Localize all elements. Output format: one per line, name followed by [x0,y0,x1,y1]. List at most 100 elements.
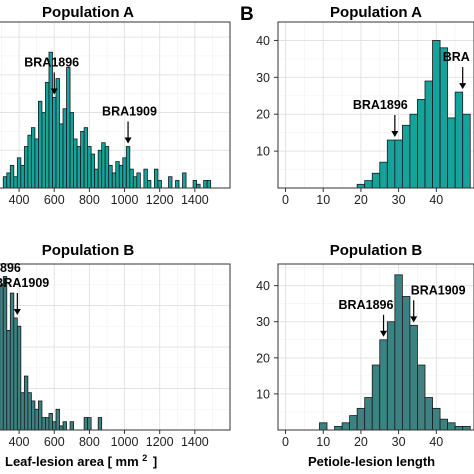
histogram-bar [2,276,8,430]
plot-area [0,264,230,430]
annotation-label: BRA1896 [24,55,79,69]
histogram-bar [23,146,29,188]
histogram-bar [83,127,89,188]
histogram-bar [439,47,449,188]
x-tick-label: 1400 [181,193,209,207]
histogram-bar [16,325,22,430]
histogram-bar [87,146,92,188]
histogram-bar [203,180,208,188]
panel-title: Population A [42,4,134,21]
histogram-bar [13,176,18,188]
panel-top-right: 0 10 20 30 40 10 20 30 40 Population A BRA1896 BRA [256,4,474,207]
histogram-bar [386,139,396,188]
histogram-bar [454,425,464,430]
histogram-bar [9,292,15,430]
histogram-bar [157,180,162,188]
histogram-bar [97,149,103,188]
x-tick-label: 1000 [111,193,139,207]
x-axis-label-leaf-tail: ] [153,454,157,469]
histogram-bar [192,180,198,188]
histogram-bar [20,392,25,430]
annotation-arrow-head [459,83,467,90]
histogram-bar [90,153,96,188]
plot-area [278,264,474,430]
histogram-bar [394,274,403,430]
histogram-bar [118,164,124,188]
y-tick-label: 20 [256,108,270,122]
histogram-bar [69,421,74,430]
histogram-bar [349,415,358,430]
histogram-bar [371,364,381,430]
histogram-bar [364,180,373,188]
histogram-bar [417,99,426,188]
histogram-bar [462,425,471,430]
annotation-arrow-head [380,330,388,337]
panel-bottom-right: 0 10 20 30 40 10 20 30 40 Population B BRA1896 BRA1… [256,242,474,449]
panel-top-left: 400 600 800 1000 1200 1400 Population A BRA1896… [0,4,231,207]
histogram-bar [45,417,50,430]
x-tick-label: 30 [392,435,406,449]
histogram-bar [6,172,11,188]
x-tick-label: 800 [79,435,100,449]
annotation-arrow-head [50,88,58,95]
histogram-bar [34,408,39,430]
x-tick-label: 1000 [111,435,139,449]
histogram-bar [104,146,110,188]
histogram-bar [20,164,25,188]
histogram-bar [154,168,159,188]
histogram-bar [341,422,351,430]
histogram-bar [125,146,131,188]
x-tick-label: 600 [44,435,65,449]
histogram-bar [48,51,53,188]
histogram-bar [182,172,187,188]
histogram-bar [2,176,8,188]
x-axis-label-leaf-main: Leaf-lesion area [ mm [5,454,139,469]
histogram-bar [424,80,433,188]
annotation-arrow-head [13,308,21,315]
histogram-bar [143,168,148,188]
histogram-bar [371,172,381,188]
histogram-bar [447,422,456,430]
histogram-bar [30,400,36,430]
histogram-bar [13,317,18,430]
histogram-bar [9,164,15,188]
x-tick-label: 1200 [146,435,174,449]
plot-frame [0,263,231,431]
histogram-bar [41,112,46,188]
histogram-bar [23,375,29,430]
histogram-bar [168,176,173,188]
plot-frame [277,21,474,189]
annotation-arrow-head [124,137,132,144]
x-tick-label: 10 [316,435,330,449]
histogram-bar [424,397,433,430]
histogram-bar [27,392,32,430]
y-tick-label: 40 [256,34,270,48]
histogram-bar [73,138,78,188]
histogram-bar [101,142,106,188]
histogram-bar [206,180,212,188]
histogram-bar [129,168,134,188]
histogram-bar [87,417,92,430]
histogram-bar [52,421,57,430]
panel-bottom-left: 400 600 800 1000 1200 1400 Population B 896BRA1… [0,242,231,449]
histogram-bar [16,157,22,188]
x-tick-label: 1400 [181,435,209,449]
histogram-bar [52,97,57,188]
histogram-bar [319,422,328,430]
histogram-bar [30,127,36,188]
x-tick-label: 20 [354,193,368,207]
histogram-bar [386,321,396,430]
y-tick-label: 10 [256,145,270,159]
plot-frame [277,263,474,431]
x-tick-label: 40 [429,193,443,207]
histogram-bar [62,421,67,430]
panel-title: Population B [330,242,423,259]
x-axis-label-petiole-lesion: Petiole-lesion length [308,454,435,469]
histogram-bar [83,417,89,430]
annotation-label: BRA1909 [0,276,49,290]
histogram-bar [38,400,43,430]
histogram-bar [401,296,411,430]
y-tick-label: 20 [256,351,270,365]
histogram-bar [76,146,82,188]
